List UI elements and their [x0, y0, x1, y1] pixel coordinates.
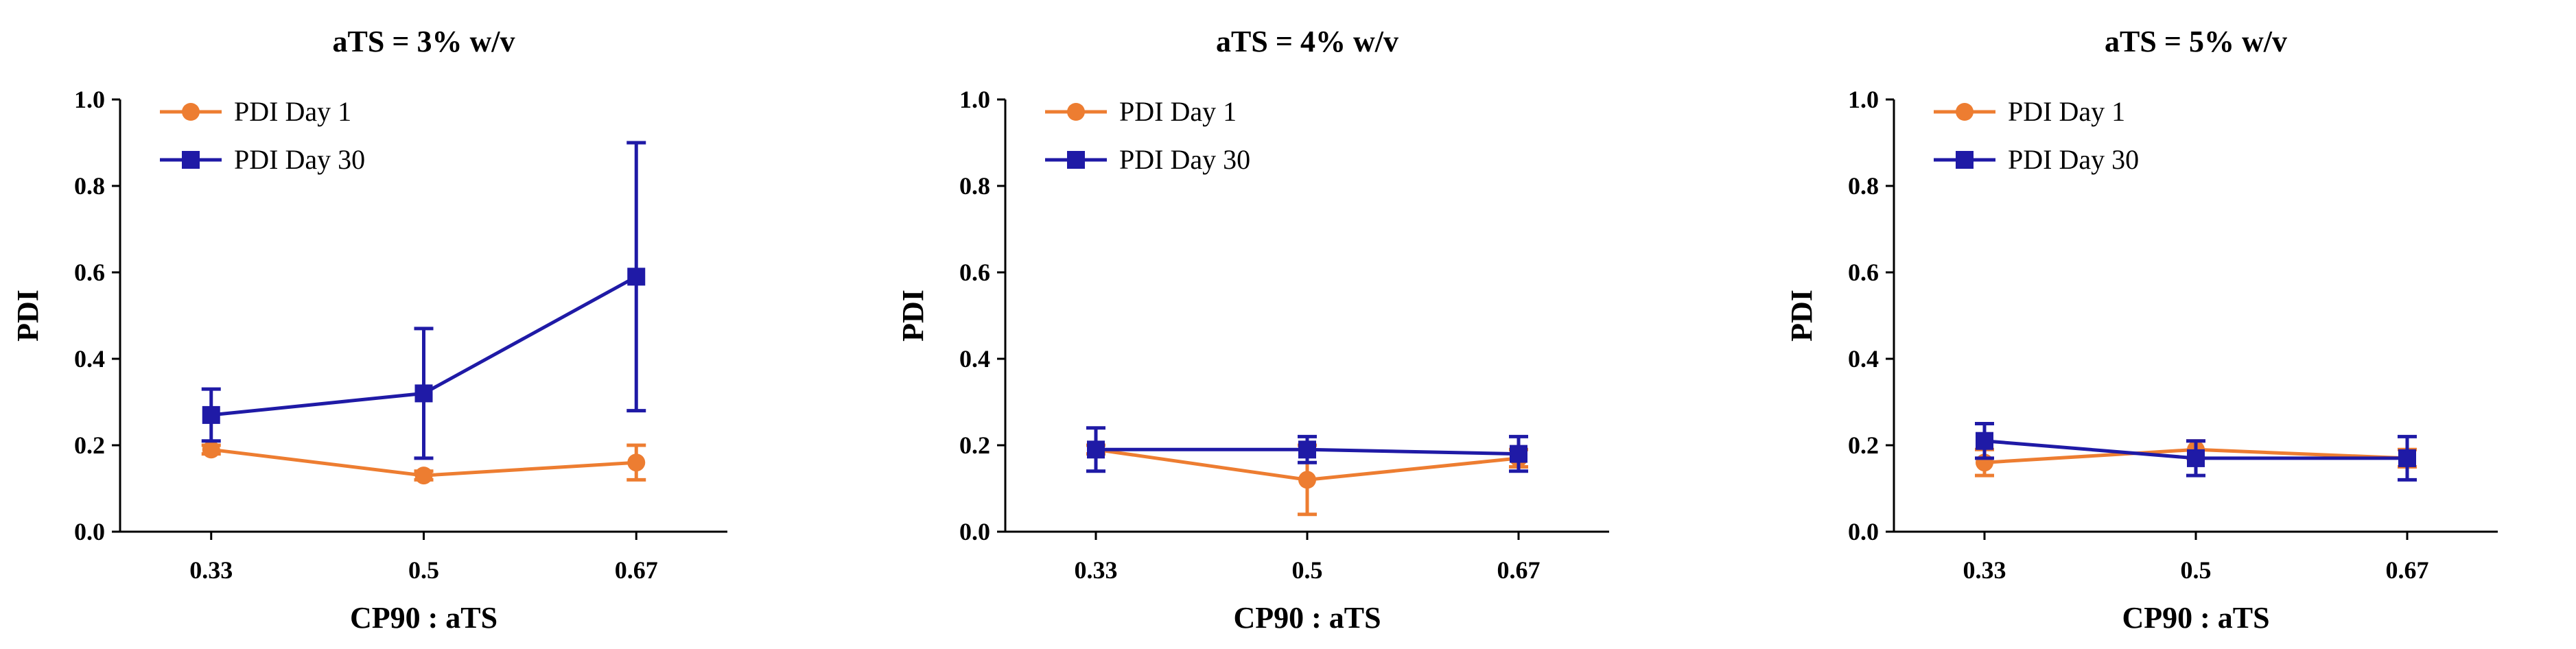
chart-2-y-tick-label: 0.2	[959, 432, 990, 459]
chart-1-series-1-point	[414, 467, 433, 485]
chart-2-x-tick-label: 0.33	[1075, 556, 1118, 584]
chart-1-x-tick-label: 0.67	[615, 556, 658, 584]
chart-1-y-label: PDI	[11, 290, 45, 342]
chart-3-y-tick-label: 0.6	[1848, 259, 1879, 286]
chart-3-y-label: PDI	[1785, 290, 1818, 342]
chart-2-legend-marker	[1067, 103, 1085, 121]
chart-3: aTS = 5% w/v 0.0 0.2 0.4 0.6 0.8 1.0 0.33 0.5 0.6…	[1785, 25, 2498, 635]
chart-2-series-2-point	[1087, 440, 1105, 459]
chart-1-y-tick-label: 1.0	[74, 86, 105, 113]
chart-1-legend-marker	[182, 151, 200, 169]
chart-1-y-tick-label: 0.6	[74, 259, 105, 286]
chart-3-x-tick-label: 0.5	[2181, 556, 2212, 584]
chart-1-legend-label: PDI Day 1	[234, 96, 351, 127]
chart-1-legend-marker	[182, 103, 200, 121]
chart-2-x-tick-label: 0.5	[1292, 556, 1323, 584]
chart-3-y-tick-label: 0.0	[1848, 518, 1879, 545]
chart-3-legend-marker	[1956, 103, 1974, 121]
chart-3-legend-label: PDI Day 30	[2008, 144, 2139, 175]
chart-1: aTS = 3% w/v 0.0 0.2 0.4 0.6 0.8 1.0 0.33 0.5 0.6…	[11, 25, 727, 635]
chart-2-y-tick-label: 0.8	[959, 172, 990, 200]
chart-2-series-2-point	[1510, 445, 1527, 463]
chart-2-y-tick-label: 0.6	[959, 259, 990, 286]
chart-2-y-label: PDI	[896, 290, 930, 342]
chart-3-y-tick-label: 0.8	[1848, 172, 1879, 200]
chart-1-x-tick-label: 0.5	[408, 556, 439, 584]
chart-2-series-2-point	[1298, 440, 1316, 459]
chart-2-x-tick-label: 0.67	[1497, 556, 1541, 584]
chart-3-title: aTS = 5% w/v	[2105, 25, 2287, 58]
chart-2-x-label: CP90 : aTS	[1233, 601, 1381, 635]
chart-1-y-tick-label: 0.4	[74, 345, 105, 373]
chart-2-legend-label: PDI Day 30	[1119, 144, 1250, 175]
chart-1-series-2-point	[414, 384, 433, 403]
chart-3-series-2-point	[2187, 449, 2205, 467]
chart-1-x-tick-label: 0.33	[189, 556, 233, 584]
chart-2-legend-label: PDI Day 1	[1119, 96, 1237, 127]
chart-1-y-tick-label: 0.8	[74, 172, 105, 200]
chart-3-y-tick-label: 1.0	[1848, 86, 1879, 113]
chart-3-x-tick-label: 0.33	[1963, 556, 2006, 584]
chart-2-title: aTS = 4% w/v	[1216, 25, 1398, 58]
chart-3-y-tick-label: 0.4	[1848, 345, 1879, 373]
chart-1-legend-label: PDI Day 30	[234, 144, 365, 175]
chart-1-y-tick-label: 0.0	[74, 518, 105, 545]
chart-3-series-2-point	[2398, 449, 2416, 467]
chart-1-series-2-point	[202, 405, 220, 424]
chart-2-y-tick-label: 1.0	[959, 86, 990, 113]
chart-2-y-tick-label: 0.4	[959, 345, 990, 373]
chart-3-y-tick-label: 0.2	[1848, 432, 1879, 459]
chart-3-x-label: CP90 : aTS	[2122, 601, 2269, 635]
chart-3-series-2-point	[1976, 432, 1993, 450]
chart-3-legend-label: PDI Day 1	[2008, 96, 2125, 127]
chart-3-x-tick-label: 0.67	[2386, 556, 2429, 584]
chart-1-x-label: CP90 : aTS	[350, 601, 497, 635]
chart-1-title: aTS = 3% w/v	[333, 25, 515, 58]
chart-1-series-2-point	[627, 268, 646, 286]
chart-1-series-1-point	[627, 453, 646, 472]
chart-2: aTS = 4% w/v 0.0 0.2 0.4 0.6 0.8 1.0 0.33 0.5 0.6…	[896, 25, 1609, 635]
chart-1-y-tick-label: 0.2	[74, 432, 105, 459]
chart-2-y-tick-label: 0.0	[959, 518, 990, 545]
chart-2-legend-marker	[1067, 151, 1085, 169]
chart-2-series-1-point	[1298, 471, 1316, 489]
chart-1-series-1-point	[202, 440, 220, 459]
chart-3-legend-marker	[1956, 151, 1974, 169]
